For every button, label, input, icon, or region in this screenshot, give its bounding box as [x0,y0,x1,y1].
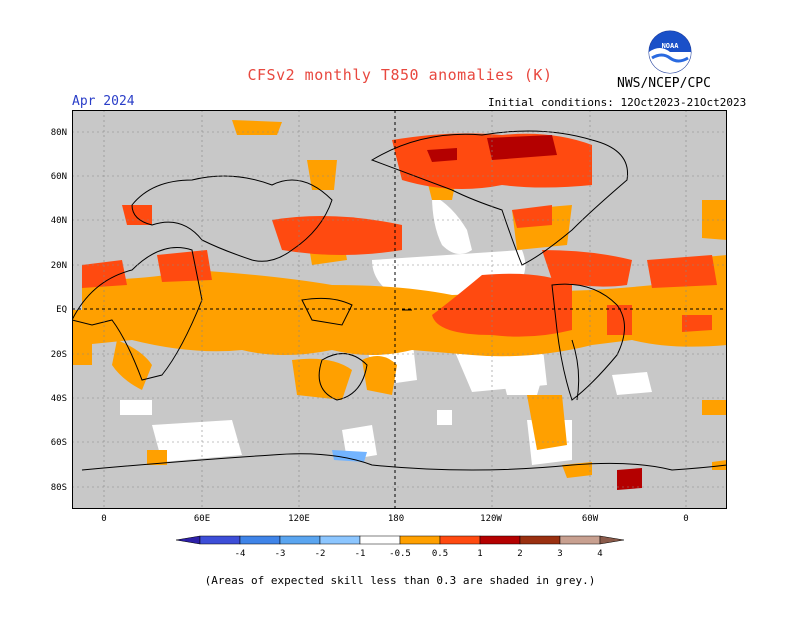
legend-label: -0.5 [389,549,411,559]
lon-label: 0 [101,514,106,524]
legend-label: 2 [517,549,522,559]
legend-arrow-high [599,535,625,545]
logo-text: NOAA [662,42,680,50]
lat-label: 20N [51,261,67,271]
legend-swatch [359,535,401,545]
valid-month-label: Apr 2024 [72,94,135,109]
graticule [72,110,727,510]
legend-swatch [239,535,281,545]
lat-label: 60N [51,172,67,182]
legend-label: 3 [557,549,562,559]
legend-label: 4 [597,549,602,559]
map-frame [72,110,727,509]
organization-label: NWS/NCEP/CPC [617,76,711,91]
legend-label: -2 [315,549,326,559]
legend-label: -3 [275,549,286,559]
legend-swatch [559,535,601,545]
lon-label: 120E [288,514,310,524]
lon-label: 60E [194,514,210,524]
legend-swatch [519,535,561,545]
lat-label: 60S [51,438,67,448]
legend-label: -1 [355,549,366,559]
lon-label: 180 [388,514,404,524]
map-title: CFSv2 monthly T850 anomalies (K) [247,66,553,84]
lon-label: 60W [582,514,599,524]
legend-swatch [199,535,241,545]
anomaly-neg-0.5-1-region [332,450,367,462]
legend-label: -4 [235,549,246,559]
color-legend: -4 -3 -2 -1 -0.5 0.5 1 2 3 4 [175,535,625,559]
legend-arrow-low [175,535,201,545]
lat-label: 80N [51,128,67,138]
lon-label: 120W [480,514,502,524]
skill-footnote: (Areas of expected skill less than 0.3 a… [204,574,596,587]
map-axes: 80N 60N 40N 20N EQ 20S 40S 60S 80S 0 60E 120E 180 12… [51,128,689,524]
lat-label: 80S [51,483,67,493]
anomaly-map [72,110,728,510]
legend-swatch [399,535,441,545]
legend-label: 0.5 [432,549,448,559]
legend-swatch [279,535,321,545]
anomaly-2-3-regions [427,135,642,490]
initial-conditions-label: Initial conditions: 12Oct2023-21Oct2023 [488,96,747,109]
lat-label: EQ [56,305,67,315]
legend-swatch [439,535,481,545]
lat-label: 40S [51,394,67,404]
legend-label: 1 [477,549,482,559]
legend-swatch [479,535,521,545]
legend-swatch [319,535,361,545]
noaa-logo-icon: NOAA [648,30,692,74]
lat-label: 20S [51,350,67,360]
lon-label: 0 [683,514,688,524]
lat-label: 40N [51,216,67,226]
